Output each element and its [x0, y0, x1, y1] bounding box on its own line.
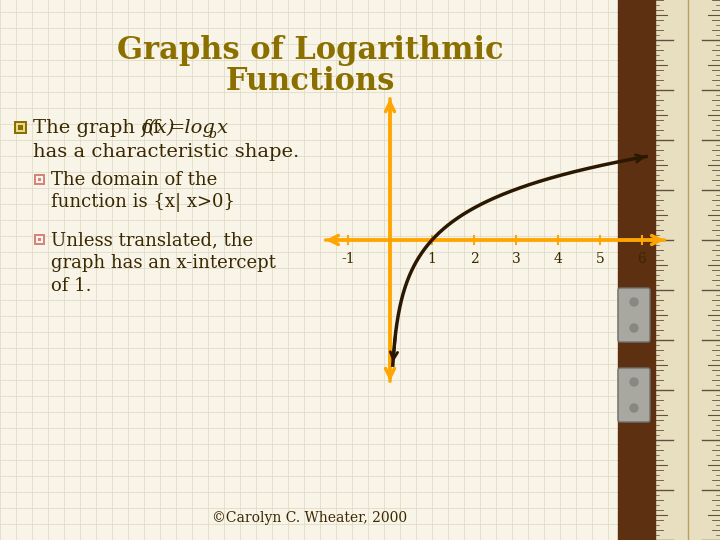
Text: Graphs of Logarithmic: Graphs of Logarithmic	[117, 35, 503, 65]
Bar	[18, 125, 23, 130]
Bar	[38, 238, 41, 241]
Text: The graph of: The graph of	[33, 119, 166, 137]
Text: 1: 1	[428, 252, 436, 266]
Bar	[16, 123, 25, 132]
Text: 2: 2	[469, 252, 478, 266]
Text: of 1.: of 1.	[51, 277, 91, 295]
Bar	[36, 236, 43, 243]
Text: has a characteristic shape.: has a characteristic shape.	[33, 143, 300, 161]
Text: 5: 5	[595, 252, 604, 266]
Bar	[38, 178, 41, 181]
Text: ©Carolyn C. Wheater, 2000: ©Carolyn C. Wheater, 2000	[212, 511, 408, 525]
Text: =log: =log	[169, 119, 216, 137]
FancyBboxPatch shape	[618, 368, 650, 422]
Circle shape	[630, 298, 638, 306]
FancyBboxPatch shape	[618, 288, 650, 342]
Bar	[14, 121, 27, 134]
Circle shape	[630, 324, 638, 332]
Text: x: x	[217, 119, 228, 137]
Text: 3: 3	[512, 252, 521, 266]
Text: The domain of the: The domain of the	[51, 171, 217, 189]
Bar	[36, 176, 43, 183]
Text: function is {x| x>0}: function is {x| x>0}	[51, 193, 235, 213]
Bar	[34, 234, 45, 245]
Circle shape	[630, 404, 638, 412]
Text: -1: -1	[341, 252, 355, 266]
Circle shape	[630, 378, 638, 386]
Text: Unless translated, the: Unless translated, the	[51, 231, 253, 249]
Text: 6: 6	[638, 252, 647, 266]
Text: b: b	[208, 127, 216, 140]
Text: f(x): f(x)	[141, 119, 174, 137]
Text: graph has an x-intercept: graph has an x-intercept	[51, 254, 276, 272]
Bar	[34, 174, 45, 185]
Text: 4: 4	[554, 252, 562, 266]
Text: Functions: Functions	[225, 66, 395, 98]
